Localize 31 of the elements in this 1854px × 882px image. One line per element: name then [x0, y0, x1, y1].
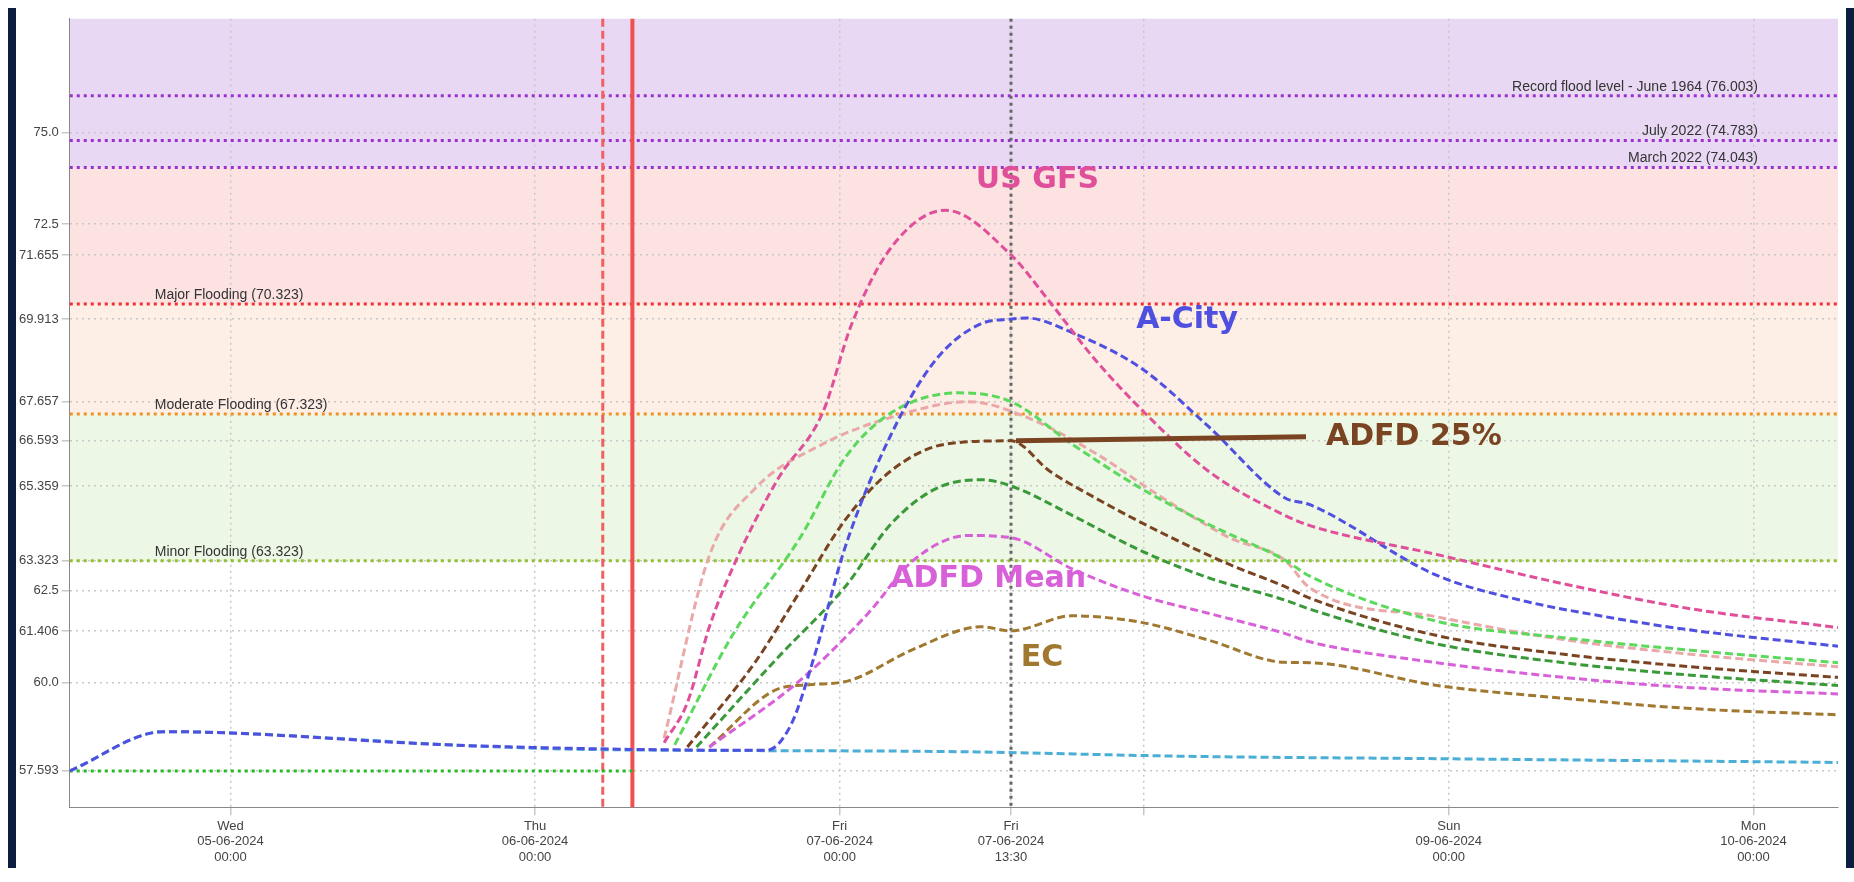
ref-line-label: July 2022 (74.783)	[1642, 122, 1758, 139]
y-tick-label: 65.359	[19, 477, 59, 493]
series-label: ADFD Mean	[890, 559, 1087, 595]
series-label: US GFS	[975, 160, 1099, 196]
x-tick-label: Fri 07-06-2024 13:30	[977, 817, 1045, 864]
ref-line-label: Moderate Flooding (67.323)	[154, 395, 328, 412]
ref-line-label: Record flood level - June 1964 (76.003)	[1512, 77, 1758, 94]
y-tick-label: 62.5	[33, 582, 59, 598]
y-tick-label: 63.323	[19, 552, 59, 568]
x-tick-label: Wed 05-06-2024 00:00	[197, 817, 264, 864]
x-tick-label: Fri 07-06-2024 00:00	[806, 817, 873, 864]
text: ADFD 25%	[1325, 416, 1502, 452]
y-tick-label: 67.657	[19, 393, 59, 409]
x-tick-label: Thu 06-06-2024 00:00	[501, 817, 569, 864]
line-series	[662, 208, 1838, 745]
y-tick-label: 60.0	[33, 674, 59, 690]
line-series	[707, 533, 1838, 749]
x-tick-label: Mon 10-06-2024 00:00	[1720, 817, 1787, 864]
series-label: A-City	[1136, 299, 1239, 335]
y-tick-label: 75.0	[33, 124, 59, 140]
ref-line-label: Major Flooding (70.323)	[154, 285, 304, 302]
ref-line-label: Minor Flooding (63.323)	[154, 542, 304, 559]
y-tick-label: 57.593	[19, 762, 59, 778]
ref-line-label: March 2022 (74.043)	[1628, 149, 1758, 166]
y-tick-label: 72.5	[33, 215, 59, 231]
y-tick-label: 66.593	[19, 432, 59, 448]
y-tick-label: 71.655	[19, 246, 59, 262]
y-tick-label: 69.913	[19, 310, 59, 326]
y-tick-label: 61.406	[19, 622, 59, 638]
x-tick-label: Sun 09-06-2024 00:00	[1415, 817, 1483, 864]
series-label: EC	[1020, 637, 1064, 673]
